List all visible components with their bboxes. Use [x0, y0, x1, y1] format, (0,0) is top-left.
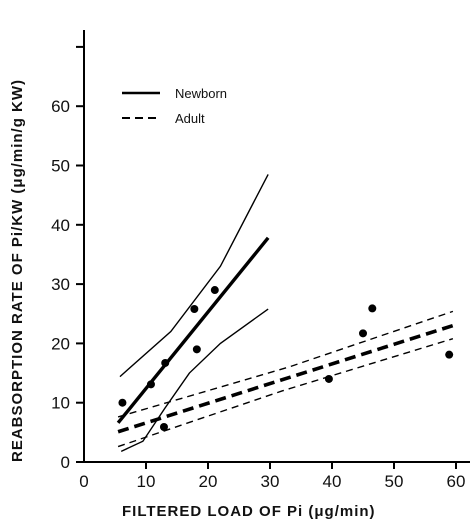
y-tick-label: 20: [51, 334, 70, 353]
x-tick-label: 30: [261, 472, 280, 491]
adult-data-point: [445, 350, 454, 359]
y-tick-label: 0: [61, 453, 70, 472]
legend-label-newborn: Newborn: [175, 86, 227, 101]
adult-fit-line: [117, 323, 454, 434]
x-tick-label: 50: [385, 472, 404, 491]
newborn-data-point: [210, 286, 219, 295]
newborn-data-point: [146, 380, 155, 389]
newborn-ci-lower-line: [120, 308, 269, 452]
y-tick-label: 60: [51, 97, 70, 116]
newborn-fit-line: [116, 236, 270, 424]
y-tick-label: 30: [51, 275, 70, 294]
adult-data-point: [368, 304, 377, 313]
newborn-data-point: [190, 305, 199, 314]
newborn-data-point: [161, 358, 170, 367]
newborn-data-point: [192, 345, 201, 354]
x-tick-label: 10: [137, 472, 156, 491]
legend-label-adult: Adult: [175, 111, 205, 126]
x-ticks: 0 10 20 30 40 50 60: [79, 462, 465, 491]
y-tick-label: 50: [51, 157, 70, 176]
plot-area: [116, 174, 454, 452]
y-axis-title: REABSORPTION RATE OF Pi/KW (μg/min/g KW): [9, 79, 26, 462]
y-ticks: 0 10 20 30 40 50 60: [51, 45, 84, 472]
newborn-ci-upper-line: [119, 174, 269, 378]
adult-data-point: [324, 374, 333, 383]
y-tick-label: 10: [51, 394, 70, 413]
adult-ci-upper-line: [117, 310, 454, 418]
y-tick-label: 40: [51, 216, 70, 235]
x-axis-title: FILTERED LOAD OF Pi (μg/min): [122, 503, 376, 520]
x-tick-label: 0: [79, 472, 88, 491]
legend: Newborn Adult: [122, 86, 227, 126]
x-tick-label: 20: [199, 472, 218, 491]
x-tick-label: 60: [447, 472, 466, 491]
x-tick-label: 40: [323, 472, 342, 491]
adult-data-point: [159, 423, 168, 432]
adult-ci-lower-line: [117, 337, 454, 448]
newborn-data-point: [118, 398, 127, 407]
adult-data-point: [359, 329, 367, 338]
